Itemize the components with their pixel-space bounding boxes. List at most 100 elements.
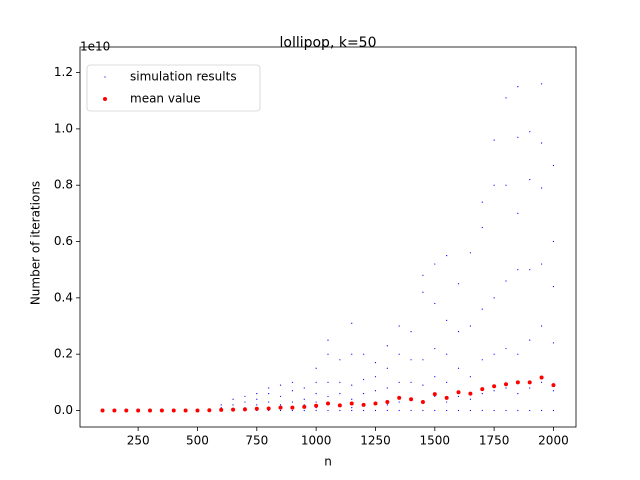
data-point bbox=[398, 325, 400, 327]
x-tick-label: 1000 bbox=[301, 434, 332, 448]
data-point bbox=[434, 347, 436, 350]
data-point bbox=[517, 353, 519, 355]
data-point bbox=[469, 325, 471, 327]
data-point bbox=[410, 331, 412, 333]
data-point bbox=[100, 408, 105, 413]
data-point bbox=[517, 212, 519, 214]
data-point bbox=[279, 395, 282, 398]
data-point bbox=[444, 395, 449, 400]
data-point bbox=[422, 274, 424, 276]
data-point bbox=[409, 397, 414, 402]
data-point bbox=[540, 187, 543, 189]
data-point bbox=[362, 409, 365, 412]
data-point bbox=[362, 353, 365, 355]
data-point bbox=[314, 403, 319, 408]
data-point bbox=[361, 402, 366, 407]
data-point bbox=[446, 409, 448, 412]
data-point bbox=[481, 409, 483, 412]
data-point bbox=[385, 400, 390, 405]
data-point bbox=[351, 407, 353, 409]
data-point bbox=[266, 406, 271, 411]
data-point bbox=[232, 404, 234, 406]
data-point bbox=[457, 283, 460, 285]
data-point bbox=[457, 367, 460, 369]
data-point bbox=[517, 409, 519, 412]
x-tick-label: 1500 bbox=[420, 434, 451, 448]
data-point bbox=[268, 393, 270, 395]
data-point bbox=[315, 409, 317, 412]
data-point bbox=[386, 387, 388, 389]
data-point bbox=[410, 381, 412, 383]
data-point bbox=[446, 353, 448, 355]
data-point bbox=[493, 139, 495, 141]
y-tick-label: 0.8 bbox=[54, 178, 73, 192]
data-point bbox=[540, 381, 543, 383]
data-point bbox=[480, 387, 485, 392]
data-point bbox=[302, 404, 307, 409]
data-point bbox=[220, 404, 222, 406]
data-point bbox=[278, 405, 283, 410]
data-point bbox=[315, 393, 317, 395]
data-point bbox=[326, 401, 330, 406]
data-point bbox=[529, 269, 531, 271]
data-point bbox=[492, 384, 497, 389]
data-point bbox=[446, 319, 448, 321]
data-point bbox=[434, 263, 436, 265]
data-point bbox=[529, 178, 531, 181]
data-point bbox=[434, 376, 436, 378]
data-point bbox=[303, 409, 305, 412]
y-tick-label: 0.6 bbox=[54, 234, 73, 248]
x-tick-label: 2000 bbox=[538, 434, 569, 448]
data-point bbox=[468, 391, 473, 396]
data-point bbox=[420, 400, 425, 405]
data-point bbox=[136, 408, 141, 413]
legend-marker bbox=[104, 76, 106, 78]
data-point bbox=[540, 325, 543, 327]
data-point bbox=[256, 398, 258, 400]
data-point bbox=[552, 390, 555, 392]
data-point bbox=[351, 398, 353, 400]
data-point bbox=[552, 285, 555, 288]
legend-box bbox=[86, 64, 261, 112]
data-point bbox=[386, 367, 388, 369]
data-point bbox=[290, 405, 295, 410]
data-point bbox=[339, 359, 341, 361]
data-point bbox=[327, 409, 329, 412]
data-point bbox=[552, 164, 555, 167]
y-tick-label: 0.2 bbox=[54, 347, 73, 361]
data-point bbox=[410, 359, 412, 361]
data-point bbox=[171, 408, 176, 413]
data-point bbox=[159, 408, 164, 413]
data-point bbox=[339, 393, 341, 395]
data-point bbox=[256, 404, 258, 406]
x-tick-label: 1750 bbox=[479, 434, 510, 448]
data-point bbox=[434, 302, 436, 305]
data-point bbox=[493, 184, 495, 186]
data-point bbox=[351, 384, 353, 386]
data-point bbox=[527, 380, 532, 385]
data-point bbox=[327, 395, 329, 398]
data-point bbox=[505, 347, 507, 350]
data-point bbox=[339, 409, 341, 412]
data-point bbox=[397, 395, 402, 400]
data-point bbox=[351, 322, 353, 324]
data-point bbox=[291, 401, 294, 403]
data-point bbox=[398, 401, 400, 403]
data-point bbox=[422, 291, 424, 293]
data-point bbox=[446, 255, 448, 257]
data-point bbox=[327, 353, 329, 355]
data-point bbox=[481, 393, 483, 395]
data-point bbox=[303, 387, 305, 389]
data-point bbox=[374, 362, 377, 364]
data-point bbox=[219, 407, 224, 412]
data-point bbox=[493, 353, 495, 355]
data-point bbox=[386, 409, 388, 412]
data-point bbox=[362, 393, 365, 395]
data-point bbox=[303, 398, 305, 400]
data-point bbox=[124, 408, 129, 413]
data-point bbox=[434, 409, 436, 412]
data-point bbox=[493, 297, 495, 299]
data-point bbox=[505, 184, 507, 186]
data-point bbox=[315, 401, 317, 403]
